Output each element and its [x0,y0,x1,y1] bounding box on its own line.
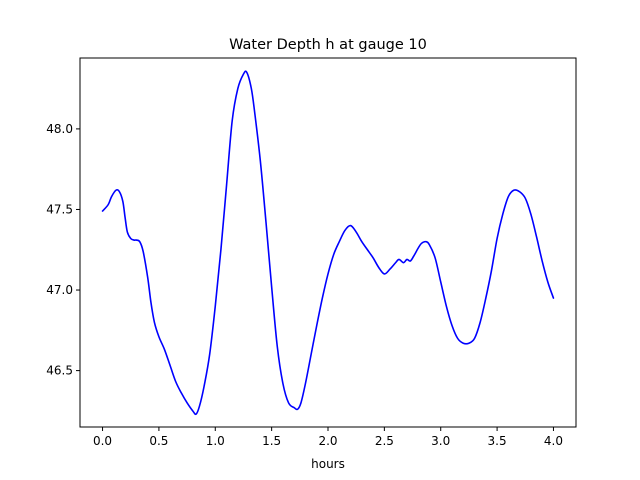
y-tick-label: 46.5 [46,364,73,378]
series-layer [101,70,555,416]
y-tick-label: 47.5 [46,202,73,216]
x-axis: 0.0 0.5 1.0 1.5 2.0 2.5 3.0 3.5 4.0 [93,427,563,448]
y-tick-label: 47.0 [46,283,73,297]
x-tick-label: 1.0 [206,434,225,448]
x-tick-label: 4.0 [544,434,563,448]
chart-title: Water Depth h at gauge 10 [229,37,427,53]
x-tick-label: 2.0 [318,434,337,448]
x-tick-label: 3.5 [488,434,507,448]
x-tick-label: 2.5 [375,434,394,448]
x-tick-label: 3.0 [431,434,450,448]
y-axis: 46.5 47.0 47.5 48.0 [46,122,80,378]
series-line [101,70,555,416]
x-tick-label: 1.5 [262,434,281,448]
y-tick-label: 48.0 [46,122,73,136]
x-axis-label: hours [311,457,345,471]
x-tick-label: 0.0 [93,434,112,448]
x-tick-label: 0.5 [149,434,168,448]
